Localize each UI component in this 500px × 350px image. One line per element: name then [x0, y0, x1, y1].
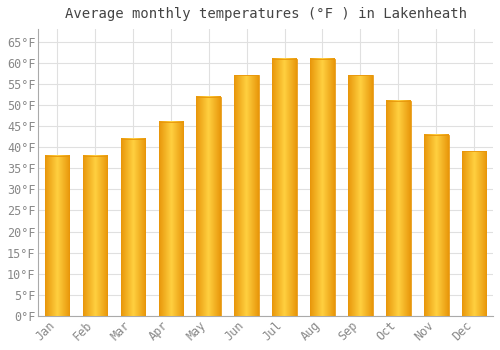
Bar — [386, 101, 410, 316]
Title: Average monthly temperatures (°F ) in Lakenheath: Average monthly temperatures (°F ) in La… — [64, 7, 466, 21]
Bar — [348, 76, 372, 316]
Bar — [462, 152, 486, 316]
Bar — [120, 139, 146, 316]
Bar — [310, 58, 335, 316]
Bar — [83, 156, 108, 316]
Bar — [272, 58, 297, 316]
Bar — [424, 134, 448, 316]
Bar — [45, 156, 70, 316]
Bar — [234, 76, 259, 316]
Bar — [196, 97, 221, 316]
Bar — [158, 122, 183, 316]
